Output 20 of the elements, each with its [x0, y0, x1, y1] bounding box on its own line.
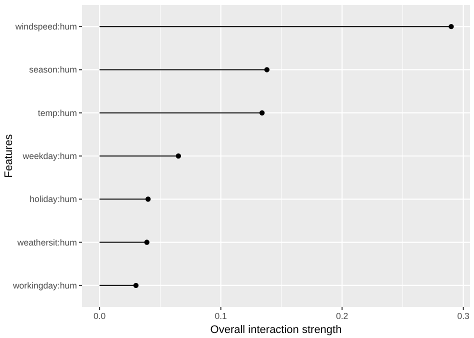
point — [448, 24, 454, 30]
y-tick-label: workingday:hum — [12, 280, 77, 290]
x-tick-label: 0.3 — [457, 311, 470, 321]
y-tick-label: season:hum — [29, 64, 77, 75]
y-tick-label: weathersit:hum — [16, 237, 77, 248]
point — [264, 67, 270, 72]
x-tick-label: 0.1 — [214, 311, 228, 321]
y-axis-title: Features — [3, 134, 15, 178]
y-tick-label: holiday:hum — [30, 194, 77, 204]
point — [145, 196, 151, 202]
x-tick-label: 0.2 — [336, 311, 348, 321]
point — [259, 110, 265, 116]
point — [133, 282, 139, 288]
x-axis-title: Overall interaction strength — [210, 324, 342, 336]
point — [176, 153, 181, 159]
point — [144, 240, 150, 245]
y-tick-label: weekday:hum — [22, 151, 77, 161]
y-tick-label: temp:hum — [38, 108, 77, 118]
y-tick-label: windspeed:hum — [14, 22, 77, 32]
x-tick-label: 0.0 — [93, 311, 106, 321]
